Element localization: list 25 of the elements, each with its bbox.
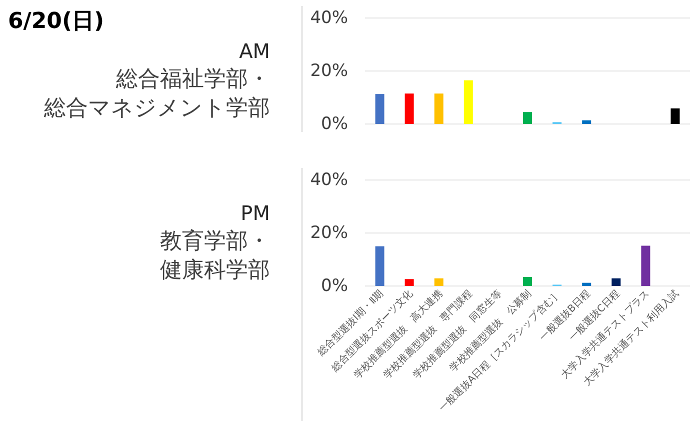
- bar: [434, 94, 444, 124]
- bar: [582, 282, 592, 286]
- bar: [464, 80, 473, 124]
- bar: [523, 112, 532, 124]
- y-tick-label: 20%: [310, 61, 348, 81]
- bar: [404, 94, 414, 124]
- text: 6/20(日): [8, 9, 104, 34]
- y-tick-label: 40%: [310, 8, 348, 28]
- y-tick-label: 20%: [310, 223, 348, 243]
- y-tick-label: 0%: [321, 114, 348, 134]
- bar: [434, 278, 444, 286]
- y-tick-label: 40%: [310, 170, 348, 190]
- y-tick-label: 0%: [321, 276, 348, 296]
- bar: [375, 246, 384, 286]
- bar: [582, 120, 592, 124]
- text: 教育学部・健康科学部: [160, 228, 270, 283]
- bar: [375, 94, 384, 124]
- bar: [523, 276, 532, 286]
- text: 総合福祉学部・総合マネジメント学部: [43, 67, 270, 121]
- bar: [612, 278, 621, 286]
- bar: [670, 108, 680, 124]
- text: PM: [240, 201, 270, 225]
- text: AM: [239, 39, 270, 63]
- bar: [641, 246, 650, 286]
- bar: [404, 279, 414, 286]
